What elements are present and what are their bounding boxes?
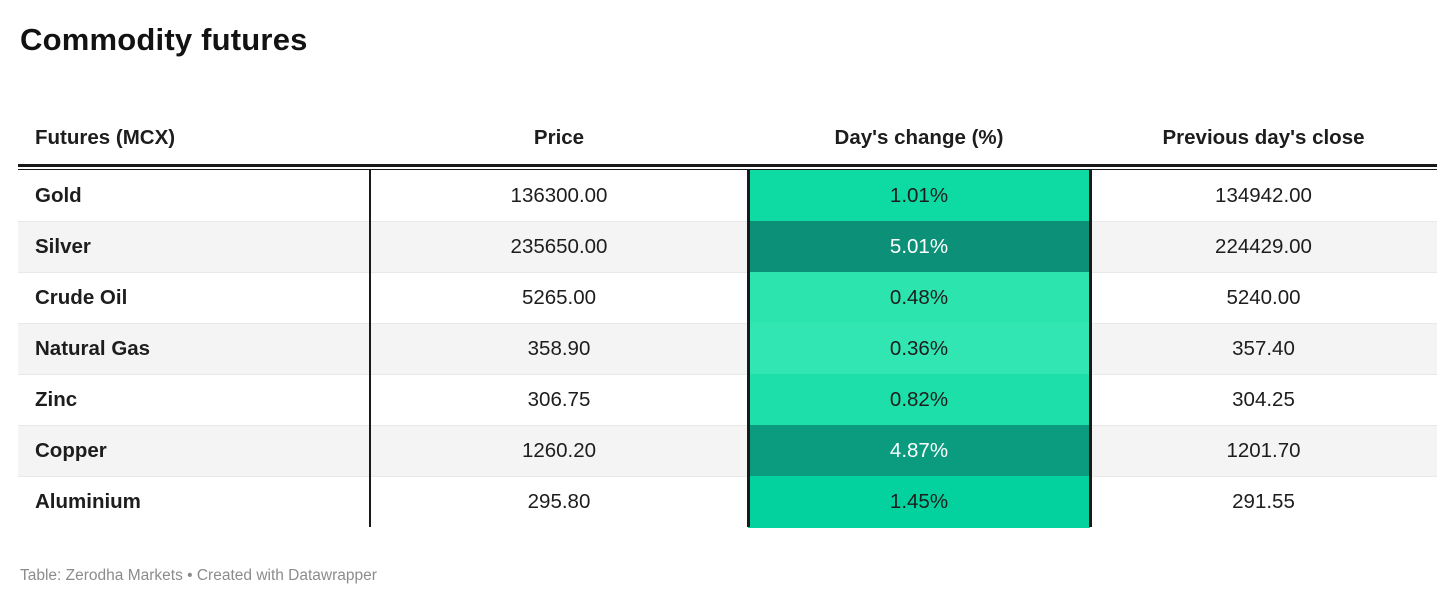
price-cell: 5265.00 — [521, 285, 597, 309]
column-header-prev-close: Previous day's close — [1162, 126, 1365, 149]
futures-cell: Gold — [35, 183, 82, 207]
table-row: Crude Oil 5265.00 0.48% 5240.00 — [18, 272, 1437, 324]
data-table: Futures (MCX) Price Day's change (%) Pre… — [18, 112, 1437, 528]
table-row: Natural Gas 358.90 0.36% 357.40 — [18, 323, 1437, 375]
change-cell: 1.01% — [748, 170, 1090, 222]
change-cell: 0.36% — [748, 323, 1090, 375]
header-divider — [18, 164, 1437, 170]
page-title: Commodity futures — [20, 22, 308, 57]
price-cell: 1260.20 — [521, 438, 597, 462]
table-attribution: Table: Zerodha Markets • Created with Da… — [20, 567, 377, 584]
table-header-row: Futures (MCX) Price Day's change (%) Pre… — [18, 112, 1437, 164]
table-row: Aluminium 295.80 1.45% 291.55 — [18, 476, 1437, 528]
table-row: Silver 235650.00 5.01% 224429.00 — [18, 221, 1437, 273]
price-cell: 136300.00 — [510, 183, 608, 207]
price-cell: 235650.00 — [510, 234, 608, 258]
prev-close-cell: 5240.00 — [1226, 285, 1301, 309]
change-cell: 0.48% — [748, 272, 1090, 324]
prev-close-cell: 134942.00 — [1215, 183, 1312, 207]
futures-cell: Natural Gas — [35, 336, 151, 360]
table-row: Copper 1260.20 4.87% 1201.70 — [18, 425, 1437, 477]
price-cell: 306.75 — [527, 387, 591, 411]
column-header-futures: Futures (MCX) — [35, 126, 176, 149]
change-cell: 0.82% — [748, 374, 1090, 426]
change-cell: 4.87% — [748, 425, 1090, 477]
futures-cell: Copper — [35, 438, 107, 462]
table-body: Gold 136300.00 1.01% 134942.00 Silver 23… — [18, 170, 1437, 528]
prev-close-cell: 224429.00 — [1215, 234, 1312, 258]
futures-cell: Aluminium — [35, 489, 141, 513]
column-header-price: Price — [533, 126, 585, 149]
change-cell: 1.45% — [748, 476, 1090, 528]
price-cell: 358.90 — [527, 336, 591, 360]
prev-close-cell: 291.55 — [1232, 489, 1295, 513]
prev-close-cell: 304.25 — [1232, 387, 1295, 411]
prev-close-cell: 1201.70 — [1226, 438, 1301, 462]
change-cell: 5.01% — [748, 221, 1090, 273]
prev-close-cell: 357.40 — [1232, 336, 1295, 360]
table-row: Gold 136300.00 1.01% 134942.00 — [18, 170, 1437, 222]
column-header-change: Day's change (%) — [834, 126, 1004, 149]
column-divider-change-left — [747, 170, 750, 527]
column-divider-price — [369, 170, 371, 527]
table-row: Zinc 306.75 0.82% 304.25 — [18, 374, 1437, 426]
futures-cell: Crude Oil — [35, 285, 128, 309]
futures-cell: Silver — [35, 234, 91, 258]
futures-cell: Zinc — [35, 387, 78, 411]
column-divider-change-right — [1089, 170, 1092, 527]
price-cell: 295.80 — [527, 489, 591, 513]
